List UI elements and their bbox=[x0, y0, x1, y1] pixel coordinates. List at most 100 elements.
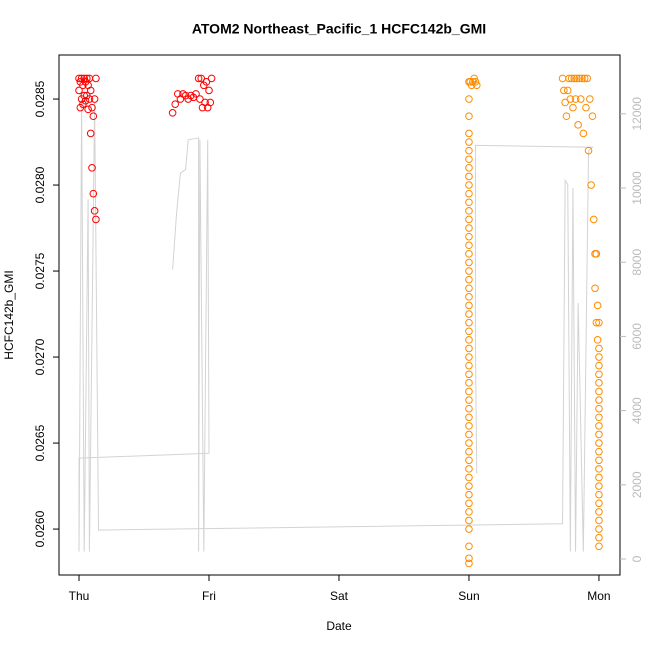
y-tick-label: 0.0280 bbox=[33, 166, 47, 203]
y2-tick-label: 10000 bbox=[630, 171, 644, 205]
point bbox=[595, 422, 603, 430]
point bbox=[560, 86, 568, 95]
point bbox=[566, 95, 575, 103]
point bbox=[567, 74, 576, 83]
point bbox=[595, 508, 603, 516]
point bbox=[586, 95, 594, 103]
point bbox=[465, 138, 473, 146]
point bbox=[595, 353, 603, 361]
point bbox=[595, 404, 603, 413]
point bbox=[574, 121, 582, 129]
x-tick-label: Thu bbox=[69, 589, 90, 603]
point bbox=[465, 361, 473, 370]
point bbox=[202, 78, 211, 86]
point bbox=[465, 181, 473, 189]
point bbox=[595, 465, 603, 473]
point bbox=[595, 370, 603, 379]
point bbox=[465, 336, 473, 344]
y2-tick-label: 2000 bbox=[630, 471, 644, 498]
point bbox=[595, 318, 603, 327]
point bbox=[465, 344, 473, 353]
point bbox=[558, 74, 567, 83]
point bbox=[591, 284, 599, 293]
point bbox=[86, 129, 95, 138]
point bbox=[589, 215, 598, 224]
point bbox=[592, 318, 601, 327]
point bbox=[465, 559, 473, 568]
point bbox=[595, 482, 603, 490]
point bbox=[579, 129, 588, 138]
point bbox=[83, 74, 91, 83]
point bbox=[465, 396, 473, 404]
point bbox=[465, 155, 473, 164]
point bbox=[465, 456, 473, 465]
point bbox=[595, 499, 603, 508]
point bbox=[465, 293, 473, 301]
point bbox=[595, 396, 603, 404]
point bbox=[465, 215, 473, 224]
point bbox=[465, 430, 473, 439]
point bbox=[595, 542, 603, 551]
x-tick-label: Mon bbox=[587, 589, 610, 603]
point bbox=[582, 103, 590, 112]
y2-tick-label: 12000 bbox=[630, 97, 644, 131]
point bbox=[465, 241, 473, 250]
point bbox=[75, 86, 83, 95]
point bbox=[197, 74, 205, 83]
point bbox=[584, 146, 593, 155]
point bbox=[207, 74, 216, 83]
point bbox=[192, 90, 200, 98]
point bbox=[81, 96, 90, 105]
point bbox=[465, 172, 473, 181]
y-axis-label: HCFC142b_GMI bbox=[2, 270, 16, 359]
point bbox=[573, 74, 581, 83]
point bbox=[465, 404, 473, 413]
y-tick-label: 0.0275 bbox=[33, 252, 47, 289]
point bbox=[465, 327, 473, 336]
point bbox=[465, 258, 473, 267]
point bbox=[89, 189, 98, 198]
point bbox=[571, 95, 580, 103]
point bbox=[595, 456, 603, 465]
x-tick-label: Sat bbox=[330, 589, 349, 603]
point bbox=[465, 439, 473, 447]
point bbox=[465, 250, 473, 258]
point bbox=[84, 105, 92, 114]
point bbox=[563, 86, 572, 95]
y2-tick-label: 4000 bbox=[630, 397, 644, 424]
point bbox=[470, 74, 478, 83]
point bbox=[92, 215, 100, 224]
point bbox=[465, 525, 473, 533]
point bbox=[88, 103, 96, 112]
point bbox=[565, 74, 573, 83]
point bbox=[595, 430, 603, 439]
point bbox=[85, 95, 94, 103]
point bbox=[592, 250, 601, 258]
point bbox=[583, 74, 592, 83]
point bbox=[561, 98, 569, 107]
point bbox=[465, 146, 473, 155]
point bbox=[90, 95, 99, 103]
plot-frame bbox=[58, 54, 621, 576]
point bbox=[80, 91, 89, 100]
point bbox=[465, 353, 473, 361]
point bbox=[595, 413, 603, 422]
point bbox=[578, 74, 586, 83]
line-series bbox=[78, 102, 594, 552]
point bbox=[595, 516, 603, 525]
point bbox=[595, 490, 603, 499]
point bbox=[465, 387, 473, 396]
point bbox=[587, 181, 595, 189]
y-tick-label: 0.0270 bbox=[33, 338, 47, 375]
point bbox=[575, 74, 584, 83]
point bbox=[465, 499, 473, 508]
point bbox=[593, 336, 602, 344]
point bbox=[595, 379, 603, 387]
point bbox=[465, 473, 473, 482]
point bbox=[465, 301, 473, 310]
point bbox=[465, 422, 473, 430]
y-tick-label: 0.0285 bbox=[33, 80, 47, 117]
x-axis-label: Date bbox=[326, 619, 352, 633]
